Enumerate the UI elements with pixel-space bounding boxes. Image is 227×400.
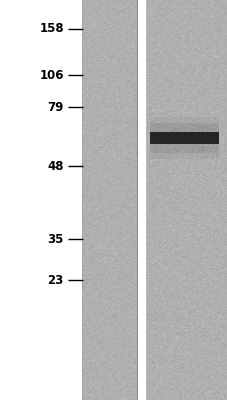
Text: 48: 48 (47, 160, 64, 172)
Bar (150, 144, 218, 153)
Text: 35: 35 (47, 233, 64, 246)
Bar (150, 144, 218, 159)
Bar (146, 0, 226, 400)
Bar (150, 123, 218, 132)
Text: 158: 158 (39, 22, 64, 35)
Text: 79: 79 (47, 101, 64, 114)
Bar (150, 132, 218, 144)
Text: 23: 23 (47, 274, 64, 286)
Text: 106: 106 (39, 69, 64, 82)
Bar (150, 117, 218, 132)
Bar (83, 0, 137, 400)
